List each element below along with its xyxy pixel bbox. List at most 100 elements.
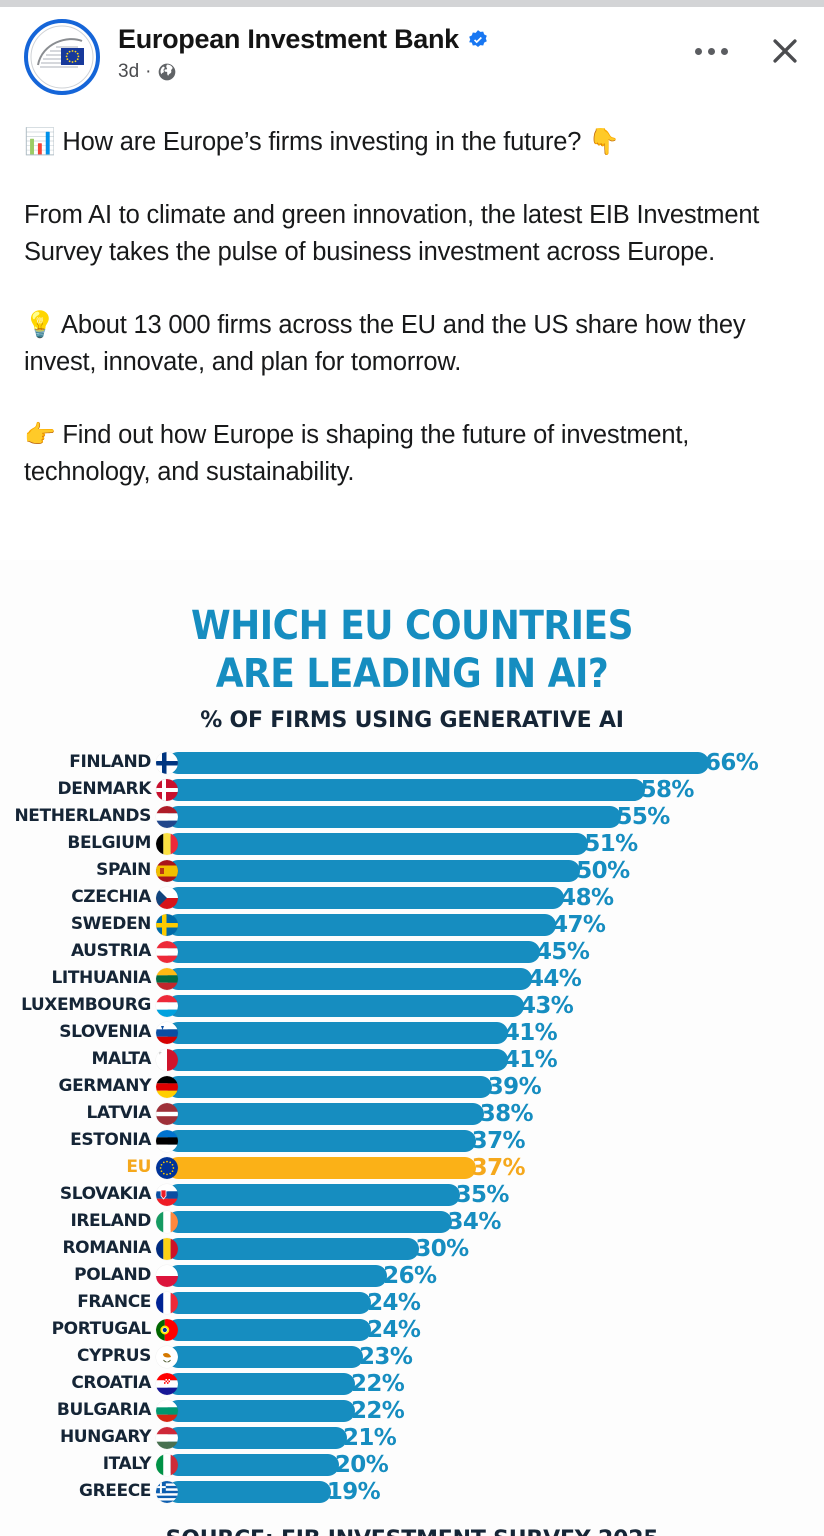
bar-track: 34% xyxy=(167,1208,824,1235)
bar-value-label: 21% xyxy=(342,1424,397,1451)
bar-track: 30% xyxy=(167,1236,824,1262)
post-paragraph-2: From AI to climate and green innovation,… xyxy=(24,201,760,266)
bar-value-label: 26% xyxy=(383,1262,437,1289)
more-options-icon[interactable] xyxy=(695,47,728,55)
flag-italy-icon xyxy=(156,1453,178,1476)
bar-track: 20% xyxy=(167,1452,824,1478)
bar-row: ITALY 20% xyxy=(0,1451,824,1478)
chart-title-line-2: ARE LEADING IN AI? xyxy=(215,651,609,697)
flag-finland-icon xyxy=(156,751,178,774)
flag-estonia-icon xyxy=(156,1129,178,1152)
bar-label: SLOVENIA xyxy=(59,1022,151,1042)
bar-value-label: 35% xyxy=(455,1181,510,1208)
bar-label: FRANCE xyxy=(77,1292,151,1312)
flag-france-icon xyxy=(156,1291,178,1314)
bar-fill xyxy=(167,1291,372,1314)
bar-row: ESTONIA 37% xyxy=(0,1127,824,1154)
bar-track: 23% xyxy=(167,1344,824,1370)
bar-value-label: 51% xyxy=(584,830,638,857)
flag-poland-icon xyxy=(156,1264,178,1287)
bar-value-label: 41% xyxy=(503,1019,558,1046)
bar-row: SPAIN 50% xyxy=(0,857,824,884)
bar-fill xyxy=(167,751,709,774)
page-name[interactable]: European Investment Bank xyxy=(118,24,459,54)
bar-fill xyxy=(167,1021,508,1044)
bar-label: FINLAND xyxy=(69,752,151,772)
bar-label: IRELAND xyxy=(70,1211,151,1231)
bar-value-label: 47% xyxy=(552,911,606,938)
globe-icon[interactable] xyxy=(157,62,177,82)
bar-fill xyxy=(167,1129,476,1152)
bar-track: 55% xyxy=(167,804,824,830)
chart-subtitle: % OF FIRMS USING GENERATIVE AI xyxy=(200,708,624,733)
flag-czechia-icon xyxy=(156,886,178,909)
page-name-row: European Investment Bank xyxy=(118,24,695,55)
bar-label: MALTA xyxy=(91,1049,151,1069)
flag-sweden-icon xyxy=(156,913,178,936)
post-timestamp[interactable]: 3d xyxy=(118,61,140,82)
post-message: 📊 How are Europe’s firms investing in th… xyxy=(0,124,824,491)
bar-value-label: 22% xyxy=(351,1370,405,1397)
bar-track: 58% xyxy=(167,777,824,803)
eib-logo-avatar[interactable] xyxy=(24,19,100,95)
bar-track: 22% xyxy=(167,1370,824,1397)
bar-label: EU xyxy=(126,1157,151,1177)
bar-row: CZECHIA 48% xyxy=(0,884,824,911)
bar-fill xyxy=(167,1372,355,1395)
chart-source: SOURCE: EIB INVESTMENT SURVEY 2025 xyxy=(0,1527,824,1536)
bar-value-label: 48% xyxy=(560,884,614,911)
bar-chart: FINLAND 66% DENMARK 58% NETHERLANDS 55% BELGIU… xyxy=(0,749,824,1505)
bar-row: AUSTRIA 45% xyxy=(0,938,824,965)
bar-label: CROATIA xyxy=(71,1373,151,1393)
bar-row: IRELAND 34% xyxy=(0,1208,824,1235)
post-header: European Investment Bank 3d · xyxy=(0,18,824,104)
bar-track: 44% xyxy=(167,965,824,992)
bar-label: SPAIN xyxy=(96,860,151,880)
bar-fill xyxy=(167,805,621,828)
bar-row: ROMANIA 30% xyxy=(0,1235,824,1262)
infographic-image[interactable]: WHICH EU COUNTRIES ARE LEADING IN AI? % … xyxy=(0,560,824,1536)
flag-belgium-icon xyxy=(156,832,178,855)
bar-row: MALTA 41% xyxy=(0,1046,824,1073)
bar-value-label: 39% xyxy=(487,1073,542,1100)
bar-row: SLOVENIA 41% xyxy=(0,1019,824,1046)
bar-value-label: 34% xyxy=(447,1208,502,1235)
bar-track: 41% xyxy=(167,1019,824,1046)
bar-fill xyxy=(167,859,581,882)
flag-hungary-icon xyxy=(156,1426,178,1449)
bar-track: 19% xyxy=(167,1479,824,1505)
bar-row: SLOVAKIA 35% xyxy=(0,1181,824,1208)
bar-row: SWEDEN 47% xyxy=(0,911,824,938)
status-bar-strip xyxy=(0,0,824,7)
bar-value-label: 45% xyxy=(536,938,590,965)
bar-fill xyxy=(167,886,565,909)
dot-1 xyxy=(695,47,702,55)
bar-fill xyxy=(167,1399,355,1422)
bar-label: HUNGARY xyxy=(59,1427,151,1447)
bar-fill xyxy=(167,1075,492,1098)
verified-badge-icon xyxy=(469,29,487,47)
meta-separator: · xyxy=(145,61,152,82)
bar-value-label: 43% xyxy=(519,992,574,1019)
bar-track: 48% xyxy=(167,884,824,911)
close-icon[interactable] xyxy=(768,34,802,68)
bar-track: 37% xyxy=(167,1128,824,1154)
flag-austria-icon xyxy=(156,940,178,963)
bar-row: BELGIUM 51% xyxy=(0,830,824,857)
bar-row: GREECE 19% xyxy=(0,1478,824,1505)
bar-label: SLOVAKIA xyxy=(59,1184,151,1204)
bar-value-label: 38% xyxy=(479,1100,534,1127)
bar-fill xyxy=(167,778,645,801)
bar-track: 35% xyxy=(167,1181,824,1208)
bar-track: 51% xyxy=(167,830,824,857)
bar-track: 24% xyxy=(167,1290,824,1316)
dot-3 xyxy=(721,47,728,55)
bar-label: GREECE xyxy=(79,1481,151,1501)
bar-fill xyxy=(167,832,589,855)
bar-track: 45% xyxy=(167,938,824,965)
bar-fill xyxy=(167,1237,420,1260)
post-paragraph-1: 📊 How are Europe’s firms investing in th… xyxy=(24,128,620,156)
bar-fill xyxy=(167,1318,372,1341)
bar-value-label: 44% xyxy=(528,965,582,992)
